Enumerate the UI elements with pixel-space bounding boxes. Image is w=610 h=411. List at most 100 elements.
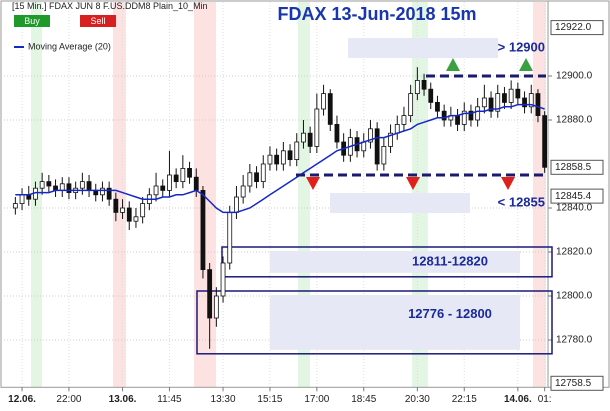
candle-body <box>401 115 407 125</box>
candle-body <box>528 93 534 108</box>
chart-title: FDAX 13-Jun-2018 15m <box>277 4 476 24</box>
candle-body <box>160 185 166 191</box>
candle-body <box>46 181 52 187</box>
session-band <box>113 2 126 388</box>
candle-body <box>475 106 481 121</box>
zone-highlight <box>270 295 520 350</box>
candle-body <box>301 132 306 143</box>
zone-box <box>196 290 553 355</box>
level-label: > 12900 <box>498 39 545 54</box>
candle-body <box>59 183 65 191</box>
candle-body <box>461 110 467 125</box>
level-highlight <box>348 38 498 58</box>
price-marker-box <box>550 375 604 391</box>
candle-body <box>12 203 18 209</box>
candle-body <box>140 203 146 218</box>
candle-body <box>207 269 213 319</box>
y-tick-label: 12900.0 <box>556 71 593 82</box>
candle-body <box>100 187 105 196</box>
zone-label: 12776 - 12800 <box>408 306 492 321</box>
candle-body <box>120 207 125 213</box>
y-tick-label: 12820.0 <box>556 247 593 258</box>
y-tick-label: 12840.0 <box>556 203 593 214</box>
candle-body <box>39 181 45 189</box>
candle-body <box>267 154 273 165</box>
candle-body <box>274 154 280 165</box>
candle-body <box>287 150 293 161</box>
x-tick-label: 01: <box>538 394 552 405</box>
candle-body <box>167 174 172 191</box>
candle-body <box>220 262 226 297</box>
level-highlight <box>330 193 470 213</box>
candle-body <box>307 132 313 147</box>
price-marker-box <box>550 159 604 175</box>
x-tick-label: 20:30 <box>405 394 430 405</box>
candle-body <box>508 88 514 103</box>
candle-body <box>19 194 25 205</box>
candle-body <box>113 198 119 213</box>
candle-body <box>502 93 507 103</box>
candle-body <box>133 216 139 222</box>
candle-body <box>173 174 179 182</box>
legend-label: Moving Average (20) <box>28 41 111 51</box>
down-arrow <box>406 177 420 190</box>
x-tick-label: 15:15 <box>257 394 282 405</box>
x-tick-label: 17:00 <box>304 394 329 405</box>
candle-body <box>408 93 414 116</box>
x-tick-label: 22:00 <box>56 394 81 405</box>
candle-body <box>455 115 460 125</box>
candle-body <box>441 110 447 121</box>
x-tick-label: 11:45 <box>157 394 182 405</box>
candle-body <box>435 102 440 112</box>
candle-body <box>361 141 367 152</box>
y-tick-label: 12780.0 <box>556 335 593 346</box>
candle-body <box>66 183 72 194</box>
zone-box <box>221 246 553 278</box>
candle-body <box>334 124 340 143</box>
moving-average <box>15 103 545 214</box>
price-marker-label: 12922.0 <box>555 22 592 33</box>
candle-body <box>200 189 206 270</box>
x-tick-label: 18:45 <box>351 394 376 405</box>
candle-body <box>180 167 186 182</box>
candle-body <box>227 211 233 264</box>
candle-body <box>126 207 132 222</box>
candle-body <box>254 172 259 183</box>
down-arrow <box>501 177 515 190</box>
candle-body <box>247 172 253 187</box>
candle-body <box>374 128 380 165</box>
up-arrow <box>519 58 533 71</box>
candle-body <box>414 80 420 95</box>
price-marker-box <box>550 188 604 204</box>
candle-body <box>79 181 85 189</box>
candle-body <box>86 181 92 191</box>
candle-body <box>294 141 300 161</box>
candle-body <box>488 97 494 112</box>
candle-body <box>327 93 333 125</box>
candle-body <box>314 108 320 147</box>
zone-highlight <box>270 251 520 273</box>
price-marker-label: 12845.4 <box>555 191 592 202</box>
candle-body <box>381 145 387 165</box>
candle-body <box>260 163 266 183</box>
candle-body <box>240 185 246 198</box>
candle-body <box>428 88 434 103</box>
level-label: < 12855 <box>498 194 545 209</box>
candle-body <box>213 295 219 319</box>
candle-body <box>522 97 527 108</box>
down-arrow <box>306 177 320 190</box>
y-tick-label: 12880.0 <box>556 115 593 126</box>
candle-body <box>542 115 548 168</box>
x-tick-label: 13.06. <box>109 394 137 405</box>
candle-body <box>535 93 541 116</box>
buy-button[interactable]: Buy <box>14 15 50 27</box>
candle-body <box>106 187 112 200</box>
sell-button[interactable]: Sell <box>80 15 116 27</box>
price-marker-label: 12758.5 <box>555 378 592 389</box>
candle-body <box>495 93 501 112</box>
up-arrow <box>446 58 460 71</box>
candle-body <box>468 110 474 121</box>
candle-body <box>368 128 373 143</box>
